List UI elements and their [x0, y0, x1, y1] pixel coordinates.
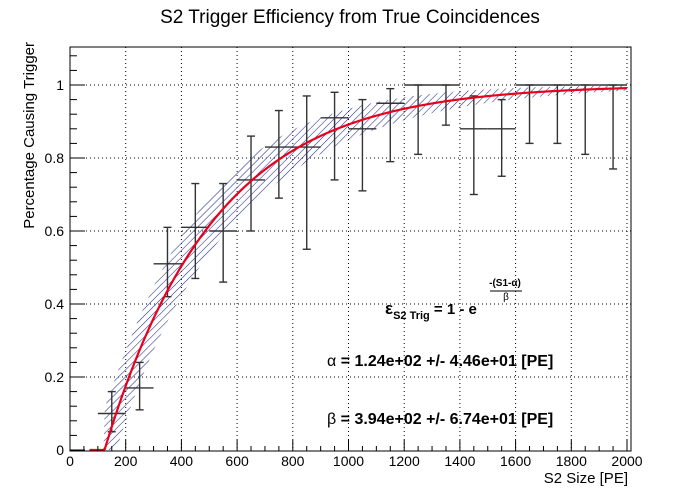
data-point: [459, 95, 488, 196]
alpha-result: α = 1.24e+02 +/- 4.46e+01 [PE]: [327, 353, 553, 370]
data-point: [348, 98, 377, 192]
alpha-symbol: α: [327, 353, 336, 370]
data-point: [599, 84, 627, 170]
x-tick-label: 1400: [444, 453, 475, 469]
x-axis-label: S2 Size [PE]: [544, 470, 628, 487]
data-point: [153, 226, 182, 298]
x-tick-label: 1200: [389, 453, 420, 469]
fit-uncertainty-band: [92, 85, 627, 451]
axes: 0 200 400 600 800 1000 1200 1400 1600 1800 2000 0 0.…: [45, 46, 643, 469]
fit-formula: εS2 Trig = 1 - e -(S1-α) β: [385, 278, 522, 322]
svg-text:εS2 Trig = 1 - e: εS2 Trig = 1 - e: [385, 299, 477, 322]
data-point: [571, 84, 600, 156]
x-tick-label: 800: [281, 453, 305, 469]
formula-exponent-denominator: β: [503, 292, 509, 303]
x-tick-label: 400: [170, 453, 194, 469]
beta-value: = 3.94e+02 +/- 6.74e+01 [PE]: [336, 411, 553, 428]
grid-lines: [70, 47, 631, 451]
data-point: [209, 182, 238, 283]
plot-frame: [69, 46, 632, 452]
data-point: [125, 361, 154, 411]
data-point: [404, 84, 433, 156]
data-point: [376, 87, 405, 163]
y-axis-label: Percentage Causing Trigger: [21, 42, 38, 229]
x-tick-label: 600: [225, 453, 249, 469]
formula-exponent-numerator: -(S1-α): [489, 278, 521, 289]
y-tick-label: 0.2: [45, 369, 65, 385]
y-tick-label: 0.8: [45, 150, 65, 166]
x-tick-label: 1600: [500, 453, 531, 469]
formula-epsilon: ε: [385, 299, 393, 318]
x-tick-label: 1800: [556, 453, 587, 469]
data-point: [264, 109, 293, 199]
alpha-value: = 1.24e+02 +/- 4.46e+01 [PE]: [336, 353, 553, 370]
data-point: [515, 84, 544, 145]
fit-curve: [89, 87, 628, 451]
data-point: [432, 84, 460, 126]
fit-error-band: [92, 85, 627, 451]
x-tick-label: 200: [114, 453, 138, 469]
data-point: [487, 98, 516, 177]
data-point: [543, 84, 572, 145]
formula-rhs: = 1 - e: [430, 301, 477, 318]
y-tick-label: 0: [56, 442, 64, 458]
data-point: [292, 95, 321, 250]
x-tick-label: 2000: [611, 453, 642, 469]
y-tick-label: 0.4: [45, 296, 65, 312]
x-tick-label: 0: [66, 453, 74, 469]
formula-subscript: S2 Trig: [393, 310, 430, 322]
y-tick-label: 0.6: [45, 223, 65, 239]
y-tick-label: 1: [56, 77, 64, 93]
beta-result: β = 3.94e+02 +/- 6.74e+01 [PE]: [327, 411, 553, 428]
beta-symbol: β: [327, 411, 336, 428]
chart-title: S2 Trigger Efficiency from True Coincide…: [160, 7, 540, 28]
data-points: [97, 84, 627, 433]
fit-curve-line: [89, 87, 628, 451]
data-point: [181, 182, 210, 280]
x-tick-label: 1000: [333, 453, 364, 469]
data-point: [320, 91, 349, 181]
